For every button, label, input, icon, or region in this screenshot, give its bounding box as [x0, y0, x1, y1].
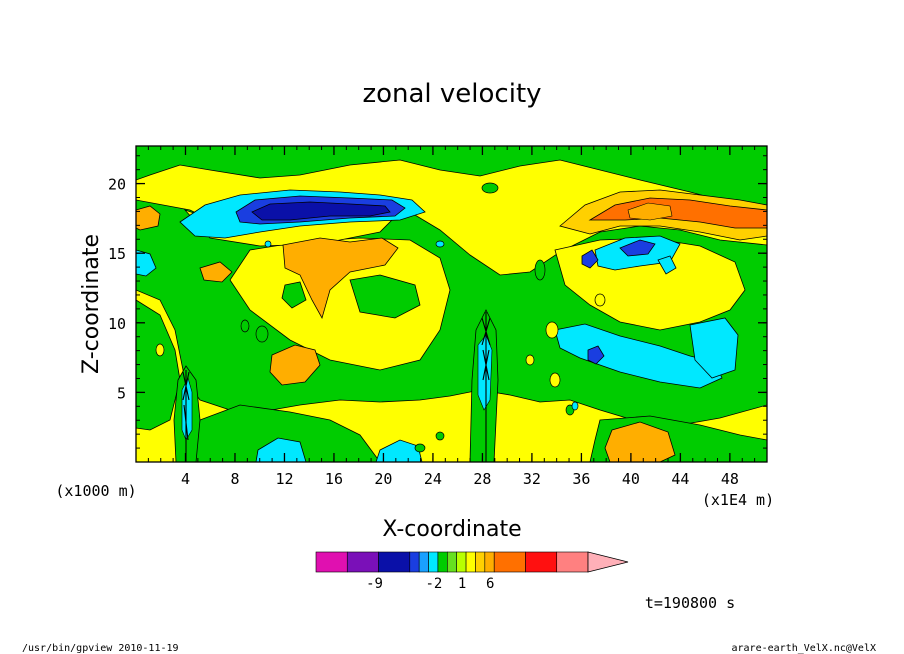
cyan-lobe-bottom-2 — [375, 439, 423, 462]
orange-blob-low-west — [269, 344, 321, 386]
yellow-spot — [594, 293, 606, 307]
green-spot — [255, 325, 269, 343]
cyan-spot-east — [657, 255, 677, 275]
blue-spot-upper-east — [619, 239, 656, 257]
colorbar-arrow — [587, 551, 629, 573]
x-tick-label: 8 — [230, 470, 239, 488]
y-tick-label: 20 — [108, 176, 126, 194]
colorbar-segment — [556, 551, 589, 573]
colorbar-label: -9 — [366, 576, 383, 592]
blue-spot-east — [587, 345, 605, 365]
small-cyan-patches — [264, 240, 579, 411]
colorbar-segment — [456, 551, 467, 573]
cyan-spot — [435, 240, 445, 248]
x-tick-label: 4 — [181, 470, 190, 488]
blue-spot-upper-east-2 — [581, 249, 599, 269]
green-spot — [481, 182, 499, 194]
green-region-west — [136, 299, 181, 431]
y-unit-label: (x1000 m) — [55, 482, 136, 500]
colorbar-segment — [428, 551, 439, 573]
y-tick-label: 15 — [108, 245, 126, 263]
x-tick-label: 40 — [622, 470, 640, 488]
yellow-spot — [525, 354, 535, 366]
colorbar-segment — [475, 551, 486, 573]
yellow-spot — [549, 372, 561, 388]
colorbar-label: 6 — [486, 576, 494, 592]
navy-jet-core — [251, 201, 391, 221]
footer-left: /usr/bin/gpview 2010-11-19 — [22, 643, 179, 654]
colorbar-segment — [409, 551, 420, 573]
plume-west-contours — [182, 370, 190, 462]
colorbar-segment — [437, 551, 448, 573]
orange-blob-mid-west — [282, 237, 399, 320]
orange-inner-east — [627, 202, 673, 221]
green-spot — [435, 431, 445, 441]
y-axis-label: Z-coordinate — [79, 234, 104, 374]
x-tick-label: 28 — [473, 470, 491, 488]
cyan-spot — [264, 240, 272, 248]
colorbar-segment — [418, 551, 429, 573]
green-spot — [414, 443, 426, 453]
x-tick-label: 44 — [671, 470, 689, 488]
small-yellow-patches — [155, 293, 606, 388]
x-tick-label: 16 — [325, 470, 343, 488]
green-spot — [240, 319, 250, 333]
yellow-spot — [545, 321, 559, 339]
x-tick-label: 12 — [275, 470, 293, 488]
colorbar: -9 -2 1 6 — [315, 551, 629, 592]
green-spot — [534, 259, 546, 281]
orange-blob-small-west — [199, 261, 233, 283]
x-tick-label: 24 — [424, 470, 442, 488]
colorbar-segment — [315, 551, 348, 573]
colorbar-label: 1 — [458, 576, 466, 592]
chart-title: zonal velocity — [362, 79, 541, 109]
x-tick-label: 36 — [572, 470, 590, 488]
yellow-spot — [155, 343, 165, 357]
x-tick-label: 20 — [374, 470, 392, 488]
cyan-spot — [571, 401, 579, 411]
colorbar-segment — [484, 551, 495, 573]
cyan-spot-west-edge — [136, 249, 157, 277]
cyan-lobe-east — [554, 323, 723, 389]
time-label: t=190800 s — [645, 594, 735, 612]
colorbar-label: -2 — [426, 576, 443, 592]
green-patch-small — [281, 281, 307, 309]
colorbar-segment — [493, 551, 526, 573]
x-tick-label: 48 — [721, 470, 739, 488]
orange-blob-bottom-east — [604, 421, 676, 462]
green-patch-center — [349, 274, 421, 319]
y-tick-label: 5 — [117, 384, 126, 402]
x-tick-label: 32 — [523, 470, 541, 488]
contour-field — [136, 146, 767, 462]
plot-frame — [135, 145, 768, 463]
plume-center-contours — [481, 312, 491, 462]
footer-right: arare-earth_VelX.nc@VelX — [732, 643, 877, 654]
cyan-lobe-bottom-1 — [255, 437, 307, 462]
green-region-bottom-left — [189, 404, 381, 462]
colorbar-segment — [378, 551, 411, 573]
colorbar-segment — [346, 551, 379, 573]
x-axis-label: X-coordinate — [382, 517, 521, 542]
colorbar-segment — [465, 551, 476, 573]
colorbar-segment — [447, 551, 457, 573]
y-tick-label: 10 — [108, 315, 126, 333]
small-green-patches — [240, 182, 575, 453]
yellow-region-center-west — [229, 237, 451, 371]
orange-blob-west-edge — [136, 205, 161, 231]
x-unit-label: (x1E4 m) — [702, 491, 774, 509]
cyan-lobe-far-east — [689, 317, 739, 379]
colorbar-segment — [525, 551, 558, 573]
